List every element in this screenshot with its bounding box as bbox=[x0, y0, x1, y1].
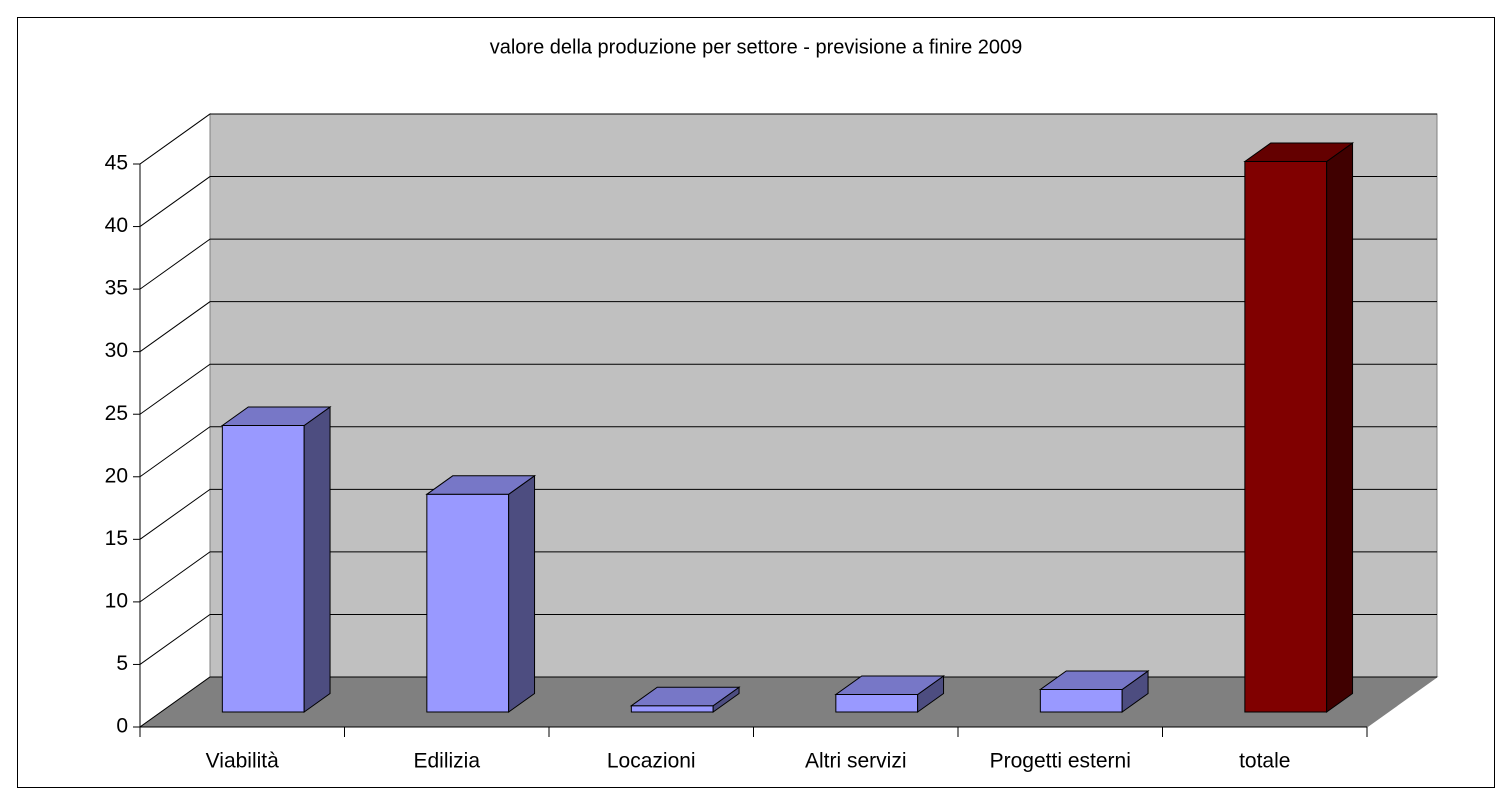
y-tick-label: 10 bbox=[105, 589, 128, 612]
bar-side bbox=[1326, 142, 1354, 713]
y-tick-label: 35 bbox=[105, 277, 128, 300]
bar-front bbox=[630, 705, 714, 713]
grid-line bbox=[139, 113, 1437, 165]
bar-top bbox=[834, 675, 946, 695]
bar bbox=[425, 474, 537, 713]
bar-front bbox=[835, 693, 919, 713]
bar-top bbox=[1038, 670, 1150, 690]
x-tick-label: Edilizia bbox=[413, 750, 480, 773]
bar-front bbox=[1244, 161, 1328, 713]
y-tick-label: 25 bbox=[105, 402, 128, 425]
floor bbox=[138, 676, 1439, 728]
y-tick-label: 15 bbox=[105, 527, 128, 550]
bar-top bbox=[1243, 142, 1355, 163]
bar bbox=[629, 686, 741, 713]
bar bbox=[834, 675, 946, 713]
bar-front bbox=[1039, 688, 1123, 713]
bar bbox=[220, 406, 332, 713]
bar-side bbox=[303, 406, 331, 713]
grid-line bbox=[139, 301, 1437, 353]
x-tick-label: Locazioni bbox=[607, 750, 696, 773]
grid-line bbox=[139, 551, 1437, 603]
bar-top bbox=[425, 475, 537, 495]
x-tick-label: Progetti esterni bbox=[990, 750, 1131, 773]
y-tick-label: 45 bbox=[105, 152, 128, 175]
bar bbox=[1038, 670, 1150, 713]
y-tick-label: 0 bbox=[116, 715, 128, 738]
bar-top bbox=[629, 686, 741, 707]
bar-top bbox=[220, 406, 332, 426]
grid-line bbox=[139, 176, 1437, 227]
grid-line bbox=[139, 613, 1437, 665]
side-wall bbox=[139, 113, 211, 728]
grid-line bbox=[139, 488, 1437, 540]
bar-side bbox=[508, 474, 536, 713]
y-tick-label: 40 bbox=[105, 214, 128, 237]
bar bbox=[1243, 142, 1355, 713]
x-tick-label: Altri servizi bbox=[805, 750, 907, 773]
bar-front bbox=[426, 493, 510, 713]
chart-title: valore della produzione per settore - pr… bbox=[490, 36, 1023, 58]
y-tick-label: 5 bbox=[116, 652, 128, 675]
x-tick-label: Viabilità bbox=[206, 750, 279, 773]
x-tick-label: totale bbox=[1239, 750, 1290, 773]
grid-line bbox=[139, 426, 1437, 478]
grid-line bbox=[139, 676, 1437, 728]
y-tick-label: 30 bbox=[105, 339, 128, 362]
plot: 0 5 10 15 20 25 30 35 40 45 Viabilità Edilizia Locaz… bbox=[105, 113, 1439, 773]
bar-front bbox=[221, 424, 305, 713]
y-tick-label: 20 bbox=[105, 464, 128, 487]
grid-line bbox=[139, 363, 1437, 415]
grid-line bbox=[139, 238, 1437, 290]
